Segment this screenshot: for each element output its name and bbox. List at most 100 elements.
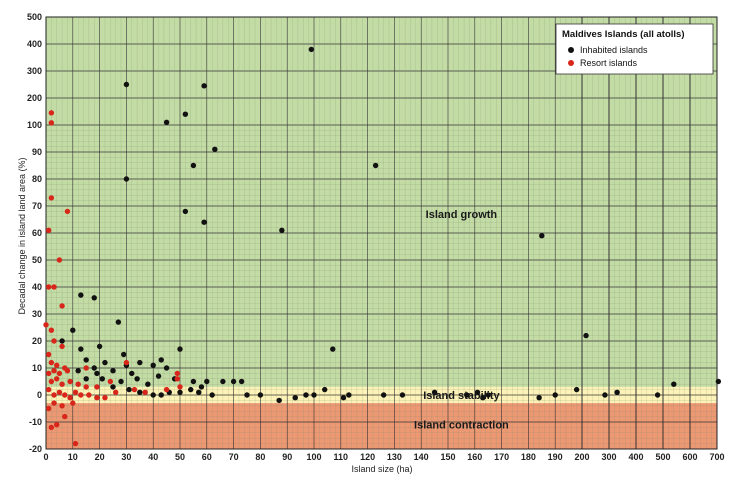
resort-point (48, 195, 55, 201)
inhabited-point (78, 292, 84, 298)
inhabited-point (177, 389, 183, 395)
resort-point (112, 389, 119, 395)
inhabited-point (230, 378, 237, 385)
inhabited-point (715, 378, 722, 385)
resort-point (177, 384, 183, 390)
resort-point (48, 327, 55, 333)
legend-title: Maldives Islands (all atolls) (562, 29, 684, 40)
resort-point (56, 389, 63, 395)
resort-point (78, 392, 84, 398)
x-tick-labels: 0 10 20 30 40 50 60 70 80 90 100 110 120 130 140 150 160… (43, 452, 724, 462)
inhabited-point (163, 365, 170, 371)
inhabited-point (330, 346, 336, 352)
resort-point (48, 120, 55, 126)
resort-point (72, 389, 79, 395)
y-tick-label: 80 (32, 174, 42, 184)
inhabited-point (110, 384, 116, 390)
zone-bands (46, 17, 717, 449)
resort-point (51, 284, 57, 290)
resort-point (83, 365, 89, 371)
y-tick-label: 100 (27, 120, 42, 130)
inhabited-point (126, 386, 132, 393)
x-tick-label: 10 (68, 452, 78, 462)
inhabited-point (190, 162, 197, 169)
resort-point (59, 303, 65, 309)
resort-point (64, 208, 71, 215)
inhabited-point (177, 346, 183, 352)
x-tick-label: 30 (121, 452, 131, 462)
inhabited-point (158, 357, 164, 363)
inhabited-point (91, 365, 97, 371)
inhabited-point (220, 378, 226, 385)
legend-label-resort: Resort islands (580, 58, 638, 68)
inhabited-point (204, 378, 210, 385)
inhabited-point (163, 119, 170, 126)
resort-point (94, 395, 100, 401)
resort-point (48, 378, 55, 385)
y-tick-label: 20 (32, 336, 42, 346)
resort-point (83, 384, 89, 390)
inhabited-point (303, 392, 309, 398)
y-tick-label: 50 (32, 255, 42, 265)
inhabited-point (346, 392, 352, 398)
x-axis-title: Island size (ha) (351, 464, 412, 474)
x-tick-label: 160 (467, 452, 482, 462)
inhabited-point (121, 351, 127, 358)
inhabited-point (322, 386, 328, 393)
x-tick-label: 70 (229, 452, 239, 462)
resort-point (62, 413, 68, 420)
x-tick-label: 500 (655, 452, 670, 462)
inhabited-point (134, 376, 140, 382)
y-tick-label: 70 (32, 201, 42, 211)
x-tick-label: 110 (334, 452, 349, 462)
resort-point (67, 378, 73, 385)
inhabited-point (431, 389, 438, 395)
inhabited-point (308, 46, 315, 53)
inhabited-point (464, 392, 470, 398)
resort-point (102, 395, 108, 401)
data-points (43, 46, 722, 447)
resort-point (142, 389, 148, 395)
inhabited-point (201, 83, 207, 89)
inhabited-point (83, 357, 89, 363)
resort-point (94, 384, 100, 390)
resort-point (107, 378, 114, 385)
inhabited-point (311, 392, 317, 398)
inhabited-point (115, 319, 122, 325)
y-tick-label: 60 (32, 228, 42, 238)
x-tick-label: 60 (202, 452, 212, 462)
inhabited-point (276, 397, 282, 404)
inhabited-point (539, 233, 545, 239)
inhabited-point (279, 227, 285, 233)
inhabited-point (474, 389, 481, 395)
x-tick-label: 400 (628, 452, 643, 462)
inhabited-point (190, 378, 197, 385)
inhabited-point (137, 389, 143, 395)
inhabited-point (137, 359, 143, 366)
x-tick-label: 190 (548, 452, 563, 462)
resort-point (45, 386, 52, 393)
x-tick-label: 0 (43, 452, 48, 462)
zone-label-0: Island growth (426, 209, 498, 221)
x-tick-label: 300 (601, 452, 616, 462)
zone-label-2: Island contraction (414, 420, 509, 432)
inhabited-point (372, 162, 379, 169)
resort-point (174, 370, 181, 377)
resort-point (45, 370, 52, 377)
inhabited-point (123, 176, 130, 182)
x-tick-label: 90 (282, 452, 292, 462)
x-tick-label: 180 (521, 452, 536, 462)
resort-point (54, 422, 60, 428)
resort-point (54, 376, 60, 382)
inhabited-point (583, 332, 589, 339)
resort-point (123, 359, 130, 366)
inhabited-point (614, 389, 620, 395)
inhabited-point (94, 370, 100, 377)
inhabited-point (99, 376, 105, 382)
resort-point (48, 359, 55, 366)
y-tick-labels: -20 -10 0 10 20 30 40 50 60 70 80 90 100 200 300 400 500 (27, 12, 42, 454)
inhabited-point (573, 386, 580, 393)
inhabited-point (671, 381, 677, 387)
resort-point (54, 362, 60, 368)
